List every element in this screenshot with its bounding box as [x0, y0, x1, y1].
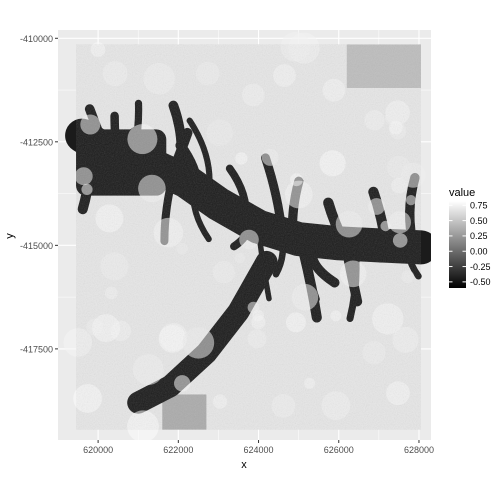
x-tick-label: 628000 — [404, 445, 434, 455]
x-tick-label: 626000 — [324, 445, 354, 455]
legend-title: value — [449, 187, 475, 199]
legend-label: 0.75 — [470, 200, 488, 210]
x-tick-label: 624000 — [244, 445, 274, 455]
color-legend: value 0.75 0.50 0.25 0.00 -0.25 -0.50 — [449, 187, 491, 288]
y-tick-label: -410000 — [20, 34, 53, 44]
y-axis: -410000 -412500 -415000 -417500 — [20, 34, 58, 354]
x-tick-label: 622000 — [163, 445, 193, 455]
legend-colorbar — [449, 201, 466, 288]
raster-texture — [76, 44, 421, 430]
legend-label: 0.00 — [470, 246, 488, 256]
y-tick-label: -412500 — [20, 137, 53, 147]
x-axis: 620000 622000 624000 626000 628000 — [83, 440, 434, 455]
legend-label: 0.25 — [470, 231, 488, 241]
x-axis-title: x — [241, 459, 247, 471]
y-tick-label: -417500 — [20, 344, 53, 354]
legend-ticks: 0.75 0.50 0.25 0.00 -0.25 -0.50 — [449, 200, 491, 287]
legend-label: -0.50 — [470, 277, 491, 287]
legend-label: -0.25 — [470, 262, 491, 272]
legend-label: 0.50 — [470, 216, 488, 226]
y-tick-label: -415000 — [20, 241, 53, 251]
x-tick-label: 620000 — [83, 445, 113, 455]
y-axis-title: y — [4, 233, 16, 239]
raster-layer — [63, 32, 431, 440]
